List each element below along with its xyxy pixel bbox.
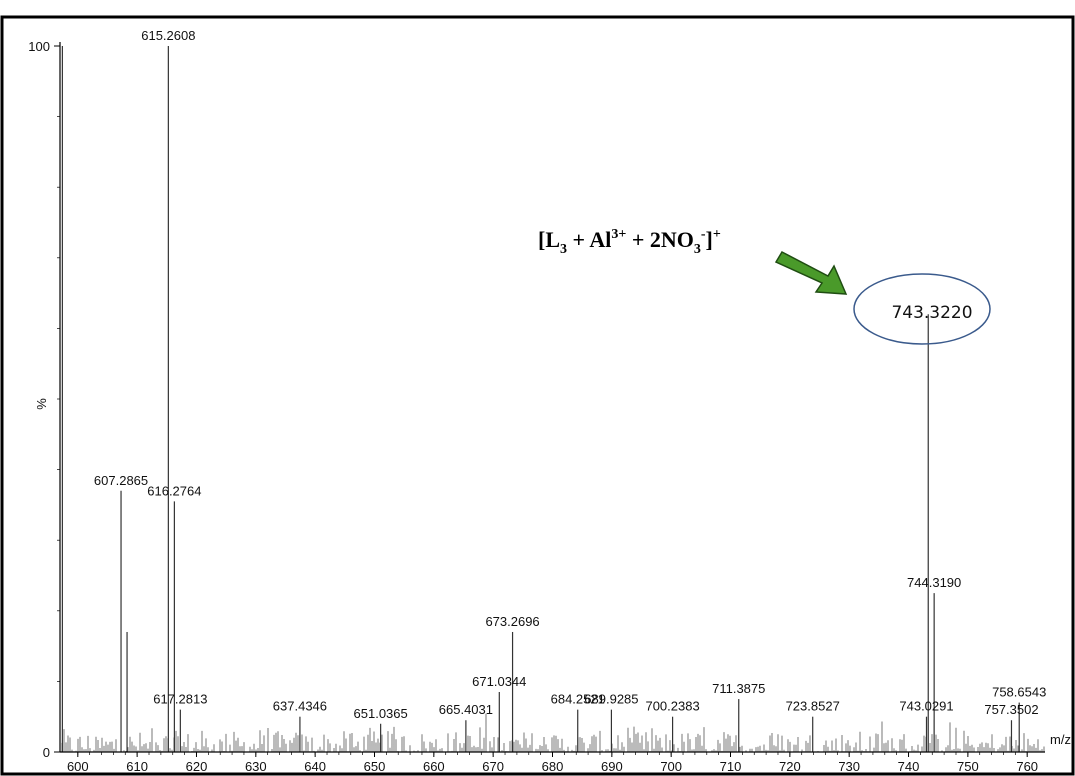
peak-label: 743.0291 bbox=[899, 699, 953, 714]
x-tick-label: 750 bbox=[957, 759, 979, 774]
peak-label: 744.3190 bbox=[907, 575, 961, 590]
y-axis-label: % bbox=[34, 398, 49, 410]
x-tick-label: 720 bbox=[779, 759, 801, 774]
y-tick-label: 0 bbox=[43, 745, 50, 760]
peak-label: 689.9285 bbox=[584, 692, 638, 707]
x-tick-label: 730 bbox=[838, 759, 860, 774]
ion-annotation: [L3 + Al3+ + 2NO3-]+ 743.3220 bbox=[538, 227, 991, 345]
highlighted-peak-label: 743.3220 bbox=[891, 303, 972, 323]
x-tick-label: 740 bbox=[898, 759, 920, 774]
peak-label: 757.3502 bbox=[984, 702, 1038, 717]
green-arrow-icon bbox=[774, 251, 848, 295]
x-tick-label: 710 bbox=[720, 759, 742, 774]
figure-border bbox=[0, 15, 1075, 776]
peak-label: 651.0365 bbox=[354, 706, 408, 721]
peak-label: 711.3875 bbox=[712, 681, 765, 696]
x-tick-label: 680 bbox=[542, 759, 564, 774]
peak-label: 723.8527 bbox=[786, 699, 840, 714]
peak-label: 617.2813 bbox=[153, 692, 207, 707]
peak-label: 637.4346 bbox=[273, 699, 327, 714]
x-tick-label: 700 bbox=[660, 759, 682, 774]
x-tick-label: 620 bbox=[186, 759, 208, 774]
peak-label: 607.2865 bbox=[94, 473, 148, 488]
peak-label: 671.0344 bbox=[472, 674, 526, 689]
highlight-ellipse bbox=[853, 273, 991, 345]
x-tick-label: 600 bbox=[67, 759, 89, 774]
ion-formula: [L3 + Al3+ + 2NO3-]+ bbox=[538, 227, 721, 257]
peak-label: 665.4031 bbox=[439, 702, 493, 717]
tick-labels: 600 610 620 630 640 650 660 670 680 690 700 710 720 7… bbox=[28, 39, 1038, 774]
peak-label: 700.2383 bbox=[645, 699, 699, 714]
peak-labels: 607.2865 615.2608 616.2764 617.2813 637.4346… bbox=[94, 28, 1046, 721]
x-tick-label: 610 bbox=[126, 759, 148, 774]
x-tick-label: 640 bbox=[304, 759, 326, 774]
x-tick-label: 660 bbox=[423, 759, 445, 774]
y-tick-label: 100 bbox=[28, 39, 50, 54]
spectrum-peaks bbox=[61, 46, 1020, 752]
x-tick-label: 670 bbox=[482, 759, 504, 774]
x-tick-label: 650 bbox=[364, 759, 386, 774]
x-tick-label: 760 bbox=[1016, 759, 1038, 774]
peak-label: 673.2696 bbox=[485, 614, 539, 629]
peak-label: 758.6543 bbox=[992, 685, 1046, 700]
x-axis-label: m/z bbox=[1050, 732, 1071, 747]
peak-label: 684.2521 bbox=[551, 692, 605, 707]
x-tick-label: 690 bbox=[601, 759, 623, 774]
x-tick-label: 630 bbox=[245, 759, 267, 774]
peak-label: 615.2608 bbox=[141, 28, 195, 43]
peak-label: 616.2764 bbox=[147, 483, 201, 498]
